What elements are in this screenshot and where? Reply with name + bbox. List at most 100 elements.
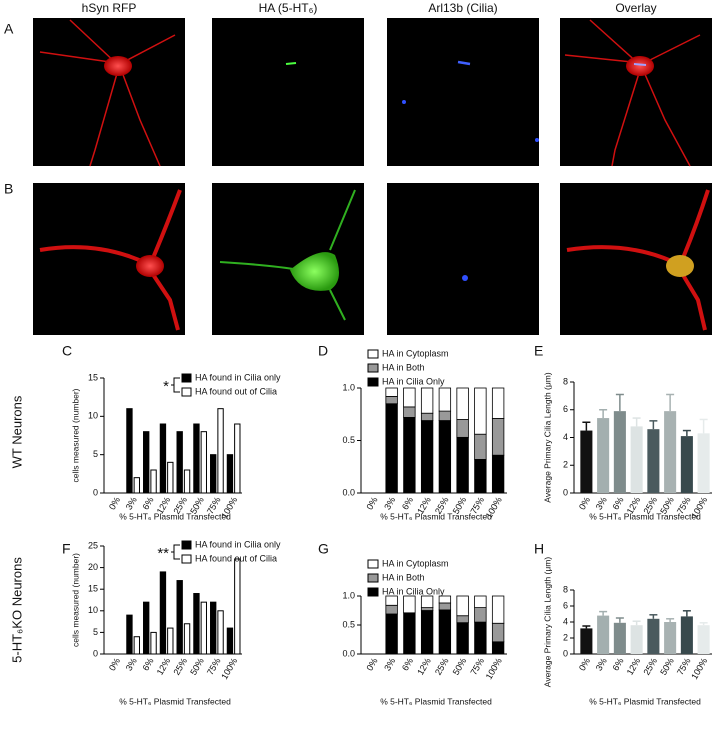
y-tick-label: 0 [93, 487, 98, 497]
x-tick-label: 0% [364, 495, 379, 511]
bar [159, 571, 167, 655]
y-tick-label: 0 [93, 648, 98, 658]
bar-segment [385, 613, 398, 655]
bar [630, 426, 643, 493]
bar-segment [456, 615, 469, 624]
legend-label: HA in Cilia Only [382, 586, 445, 596]
bar [159, 423, 167, 494]
bar-segment [385, 403, 398, 494]
micrograph [387, 183, 539, 335]
bar-segment [403, 612, 416, 655]
legend-swatch [181, 373, 192, 383]
y-tick-label: 0.5 [342, 619, 355, 629]
y-tick-label: 10 [88, 605, 98, 615]
panel-letter: E [534, 343, 543, 359]
y-axis-label: cells measured (number) [70, 388, 80, 482]
significance-marker: * [163, 378, 169, 395]
bar-segment [491, 641, 505, 655]
x-tick-label: 6% [400, 495, 415, 511]
x-tick-label: 3% [382, 495, 397, 511]
bar-segment [491, 387, 505, 419]
bar [226, 627, 234, 655]
bar [580, 430, 593, 493]
x-tick-label: 100% [689, 495, 709, 520]
y-tick-label: 0.5 [342, 435, 355, 445]
bar [150, 631, 157, 655]
bar-segment [474, 458, 487, 494]
bar-segment [385, 604, 398, 615]
x-tick-label: 75% [468, 656, 486, 677]
panel-letter: D [318, 343, 328, 359]
bar [167, 461, 174, 494]
bar-segment [385, 387, 398, 397]
bar-segment [456, 387, 469, 420]
y-tick-label: 15 [88, 584, 98, 594]
x-tick-label: 12% [625, 656, 643, 677]
x-tick-label: 3% [124, 656, 139, 672]
x-tick-label: 100% [484, 495, 504, 520]
x-tick-label: 100% [689, 656, 709, 681]
y-tick-label: 6 [563, 600, 568, 610]
bar [234, 423, 241, 494]
x-tick-label: 3% [382, 656, 397, 672]
significance-marker: ** [157, 545, 169, 562]
bar-segment [474, 387, 487, 435]
x-tick-label: 6% [610, 656, 625, 672]
legend-swatch [367, 349, 379, 359]
bar-segment [491, 595, 505, 624]
bar [143, 431, 150, 494]
micrograph [560, 18, 712, 167]
y-axis-label: Average Primary Cilia Length (μm) [542, 557, 552, 688]
bar [183, 623, 191, 655]
bar [176, 580, 183, 655]
bar [697, 625, 710, 654]
legend-swatch [367, 363, 379, 373]
y-tick-label: 0 [563, 487, 568, 497]
x-tick-label: 0% [577, 656, 592, 672]
bar-segment [420, 595, 434, 609]
legend-label: HA found out of Cilia [195, 386, 277, 396]
x-tick-label: 0% [577, 495, 592, 511]
bar [176, 431, 183, 494]
legend-label: HA in Both [382, 572, 425, 582]
legend-label: HA in Cytoplasm [382, 558, 449, 568]
bar [193, 423, 200, 494]
row-label: 5-HT₆KO Neurons [9, 557, 24, 663]
bar-segment [474, 595, 487, 609]
bar [193, 593, 200, 655]
column-header: HA (5-HT₆) [259, 1, 318, 15]
bar [200, 601, 207, 655]
y-axis-label: Average Primary Cilia Length (μm) [542, 372, 552, 503]
y-tick-label: 0 [563, 648, 568, 658]
bar-segment [491, 418, 505, 456]
y-tick-label: 1.0 [342, 590, 355, 600]
bar [664, 411, 677, 493]
legend-label: HA found in Cilia only [195, 539, 281, 549]
bar-segment [438, 609, 452, 655]
bar [183, 469, 191, 494]
legend-label: HA found out of Cilia [195, 553, 277, 563]
x-tick-label: 100% [484, 656, 504, 681]
bar [647, 429, 660, 493]
bar [580, 628, 593, 654]
y-tick-label: 25 [88, 540, 98, 550]
column-header: Overlay [615, 1, 656, 15]
micrograph [560, 183, 712, 335]
x-tick-label: 0% [364, 656, 379, 672]
bar-segment [456, 436, 469, 494]
bar-segment [456, 622, 469, 655]
significance-bracket [171, 377, 180, 393]
column-header: hSyn RFP [82, 1, 137, 15]
bar-segment [491, 454, 505, 494]
y-tick-label: 0.0 [342, 487, 355, 497]
legend-swatch [181, 554, 192, 564]
legend-label: HA in Cytoplasm [382, 348, 449, 358]
bar [630, 625, 643, 654]
x-tick-label: 25% [433, 656, 451, 677]
bar [126, 408, 133, 494]
bar-segment [420, 412, 434, 421]
bar [200, 431, 207, 494]
x-tick-label: 50% [451, 656, 469, 677]
x-tick-label: 6% [610, 495, 625, 511]
panel-letter: A [4, 21, 14, 37]
